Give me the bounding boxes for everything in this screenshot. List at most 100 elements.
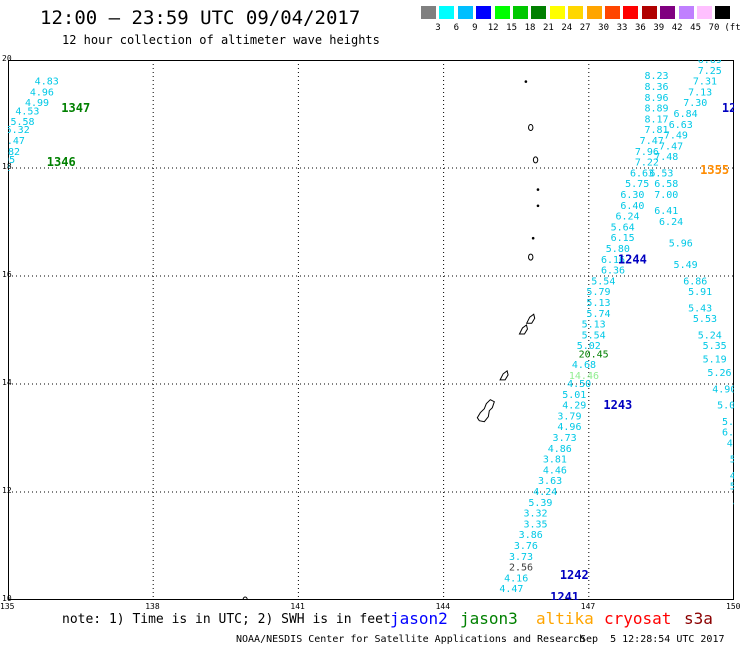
wave-height-label: 3.73 [509,552,533,563]
wave-height-label: 5.13 [582,320,606,331]
legend-swatch [513,6,528,19]
wave-height-label: 3.73 [553,433,577,444]
legend-swatch [678,6,694,19]
wave-height-label: 4.86 [548,444,572,455]
wave-height-label: 4.46 [543,465,567,476]
wave-height-label: 5.19 [703,355,727,366]
wave-height-label: 5.00 [717,401,734,412]
wave-height-label: 6.63 [669,120,693,131]
wave-height-label: 5.53 [693,314,717,325]
wave-height-label: 4.90 [712,384,734,395]
wave-height-label: 6.86 [683,276,707,287]
island-outline [499,370,509,381]
x-tick-label: 135 [0,602,15,611]
wave-height-label: 20.45 [579,349,609,360]
wave-height-label: 4.95 [8,155,15,166]
satellite-name: jason3 [460,609,518,628]
wave-height-label: 4.53 [15,106,39,117]
wave-height-label: 4.83 [35,77,59,88]
wave-height-label: 4. [733,498,734,509]
wave-height-label: 7.48 [654,152,678,163]
wave-height-label: 3.32 [524,509,548,520]
pass-number-label: 12 [722,101,734,115]
wave-height-label: 6.24 [615,212,639,223]
wave-height-label: 7.47 [640,136,664,147]
legend-label: 30 [598,23,610,33]
wave-height-label: 3.79 [557,411,581,422]
wave-height-label: 4.82 [8,147,20,158]
island-dot [531,236,535,240]
wave-height-label: 2.56 [509,563,533,574]
wave-height-label: 5.54 [591,276,615,287]
footnote: note: 1) Time is in UTC; 2) SWH is in fe… [62,612,391,627]
legend-swatch [660,6,676,19]
legend-label: 9 [472,23,478,33]
x-tick-label: 147 [580,602,596,611]
map-svg: 4.834.964.994.535.585.325.474.824.954.72… [8,60,734,600]
legend-label: (ft) [724,23,740,33]
wave-height-label: 6.63 [630,168,654,179]
island-outline [528,253,534,261]
pass-number-label: 1244 [618,252,647,266]
island-outline [525,313,536,324]
legend-label: 3 [435,23,441,33]
wave-height-label: 6.36 [601,266,625,277]
wave-height-label: 3.76 [514,541,538,552]
legend-swatch [586,6,602,19]
legend-swatch [439,6,455,19]
legend-swatch [549,6,565,19]
legend-label: 39 [653,23,665,33]
wave-height-label: 5.26 [707,368,731,379]
wave-height-label: 5.13 [586,298,610,309]
wave-height-label: 4.16 [504,573,528,584]
wave-height-label: 5.32 [8,125,30,136]
pass-number-label: 1347 [61,101,90,115]
legend-swatch [641,6,657,19]
wave-height-label: 7.30 [683,98,707,109]
legend-label: 18 [524,23,536,33]
legend-label: 45 [690,23,702,33]
legend-swatch [715,6,731,19]
wave-height-label: 5.1 [730,455,734,466]
map-frame [8,60,734,600]
wave-height-label: 7.31 [693,77,717,88]
legend-swatch [568,6,584,19]
satellite-name: cryosat [604,609,672,628]
x-tick-label: 141 [290,602,305,611]
wave-height-label: 7.22 [635,158,659,169]
wave-height-label: 5.64 [611,222,635,233]
wave-height-label: 4.24 [533,487,557,498]
timestamp: Sep 5 12:28:54 UTC 2017 [580,634,725,645]
wave-height-label: 14.46 [569,371,599,382]
wave-height-label: 3.81 [543,455,567,466]
wave-height-label: 4.96 [30,87,54,98]
guam-island-outline [476,399,495,423]
legend-label: 15 [506,23,518,33]
wave-height-label: 4.29 [562,401,586,412]
pass-number-label: 1355 [700,163,729,177]
wave-height-label: 8.23 [645,71,669,82]
pass-number-label: 1243 [603,398,632,412]
satellite-name: s3a [684,609,713,628]
page-title: 12:00 – 23:59 UTC 09/04/2017 [40,7,361,29]
wave-height-label: 5.54 [582,330,606,341]
wave-height-label: 4.50 [567,379,591,390]
x-tick-label: 144 [435,602,451,611]
wave-height-label: 6.16 [601,255,625,266]
wave-height-label: 5.43 [688,303,712,314]
island-outline [518,324,528,335]
wave-height-label: 8.36 [645,82,669,93]
wave-height-label: 5.35 [703,341,727,352]
y-tick-label: 10 [2,594,12,603]
map-plot: 4.834.964.994.535.585.325.474.824.954.72… [8,60,734,600]
wave-height-label: 7.47 [659,141,683,152]
pass-number-label: 1242 [560,568,589,582]
wave-height-label: 5.49 [674,260,698,271]
wave-height-label: 6.69 [698,60,722,66]
wave-height-label: 5.01 [562,390,586,401]
wave-height-label: 4.8 [730,471,734,482]
island-dot [524,80,528,83]
legend-label: 27 [579,23,591,33]
wave-height-label: 5.75 [625,179,649,190]
wave-height-label: 6.15 [611,233,635,244]
